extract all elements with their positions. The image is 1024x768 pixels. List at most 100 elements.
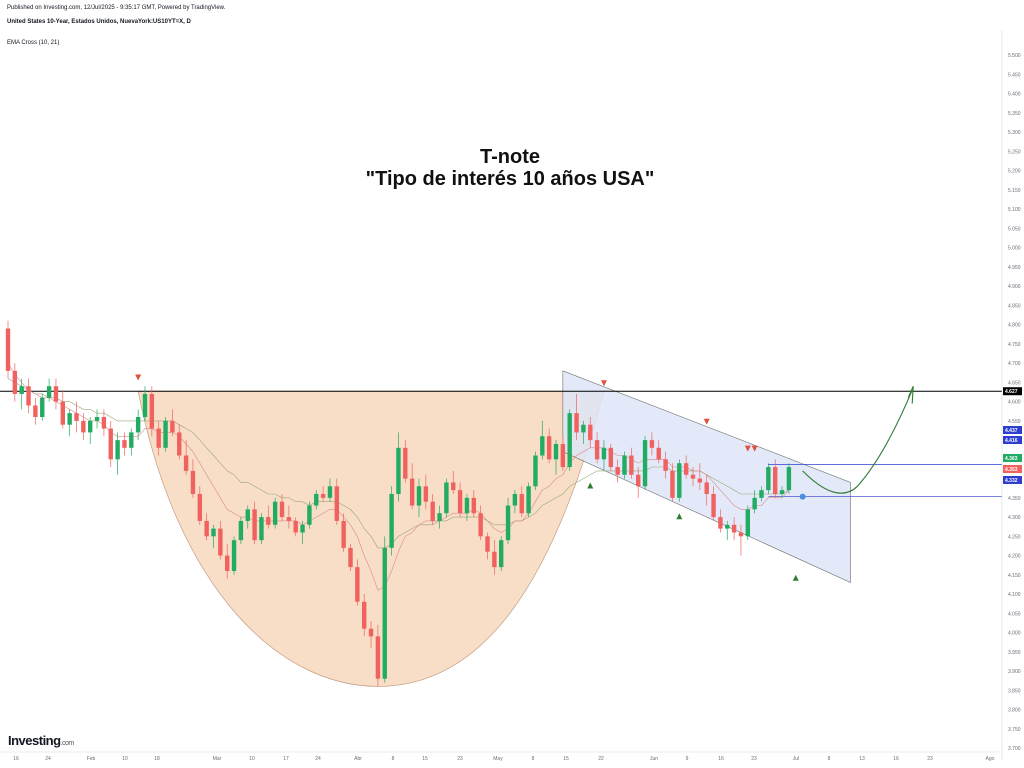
sell-arrow-icon [703,418,710,425]
candle [697,463,703,491]
candle-body [663,459,668,471]
price-tick-label: 4.850 [1008,303,1021,309]
candle [211,524,216,548]
candle-body [409,478,415,506]
candle-body [12,370,18,394]
time-tick-label: 10 [122,756,128,762]
candle-body [766,467,771,491]
candle-body [670,470,675,498]
candle-body [533,455,538,487]
candle-body [457,490,463,514]
candle-body [307,505,312,525]
candle-body [725,524,730,529]
candle-body [629,455,634,475]
time-tick-label: 13 [859,756,865,762]
candle-body [697,478,703,483]
time-tick-label: 15 [422,756,428,762]
candle-body [560,443,566,468]
price-tick-label: 3.750 [1008,727,1021,733]
candle [334,478,339,525]
candle [156,420,161,456]
candle-body [759,490,764,498]
buy-arrow-icon [676,513,683,520]
price-tick-label: 4.100 [1008,592,1021,598]
candle-body [478,513,483,537]
candle [656,440,661,464]
candle [642,436,648,491]
candle-body [512,493,518,506]
price-tag: 4.627 [1003,387,1022,396]
candle [94,409,100,429]
time-tick-label: 23 [457,756,463,762]
buy-arrow-icon [587,482,594,489]
candle-body [81,420,86,433]
candle [725,520,730,541]
buy-arrow-icon [792,574,799,581]
investing-logo[interactable]: Investing.com [8,733,74,748]
cup-pattern [137,390,605,687]
candle [204,513,209,541]
candle [177,424,182,460]
price-tick-label: 4.750 [1008,342,1021,348]
time-tick-label: 16 [718,756,724,762]
candle [245,505,250,529]
candle [546,428,552,464]
price-tick-label: 5.400 [1008,92,1021,98]
candle [752,490,757,514]
time-tick-label: 23 [927,756,933,762]
price-tick-label: 4.550 [1008,419,1021,425]
logo-brand: Investing [8,733,61,748]
candle [238,517,244,545]
target-arrow-head-icon [907,386,914,404]
candle [67,409,72,437]
candle [738,524,744,556]
candle-body [334,486,339,521]
candle-body [33,405,38,418]
candle [457,482,463,518]
candle [786,463,792,494]
candle [677,459,682,502]
candle-body [711,493,716,518]
candle-body [60,401,65,425]
indicator-label[interactable]: EMA Cross (10, 21) [7,40,60,46]
candle [574,393,579,441]
candle [416,478,422,518]
price-tag-bg [1003,426,1022,434]
candle-body [40,397,45,418]
time-tick-label: 8 [828,756,831,762]
candle [492,540,497,575]
candle-body [204,520,209,537]
candle [122,432,127,456]
price-tick-label: 5.250 [1008,149,1021,155]
candle-body [690,474,696,479]
candle-body [594,440,600,460]
candle [375,624,381,687]
candle-body [327,486,333,498]
time-tick-label: 24 [315,756,321,762]
candle [74,401,79,433]
candle [101,409,107,437]
candle-body [5,328,11,371]
candle-body [341,520,346,548]
candle-body [101,417,107,429]
candle-body [293,520,298,533]
candle-body [485,536,490,552]
candle [471,490,476,518]
candle [115,432,120,475]
price-axis[interactable]: 5.500 5.450 5.400 5.350 5.300 5.250 5.200 5.150… [1001,30,1021,760]
price-tag-label: 4.627 [1005,389,1018,395]
candle-body [738,532,744,537]
candle [636,467,641,498]
chart-title-line1: T-note [480,146,540,168]
price-tick-label: 3.800 [1008,708,1021,714]
candle [348,544,353,571]
price-tick-label: 4.250 [1008,534,1021,540]
chart-title: T-note "Tipo de interés 10 años USA" [360,146,660,190]
candle-body [362,601,367,629]
time-tick-label: May [493,756,503,762]
price-tick-label: 3.700 [1008,746,1021,752]
logo-suffix: .com [60,740,75,747]
time-axis[interactable]: 16 24 Feb 10 18 Mar 10 17 24 Abr 8 15 23 May 8 15 22 Jun 9… [0,751,1002,762]
